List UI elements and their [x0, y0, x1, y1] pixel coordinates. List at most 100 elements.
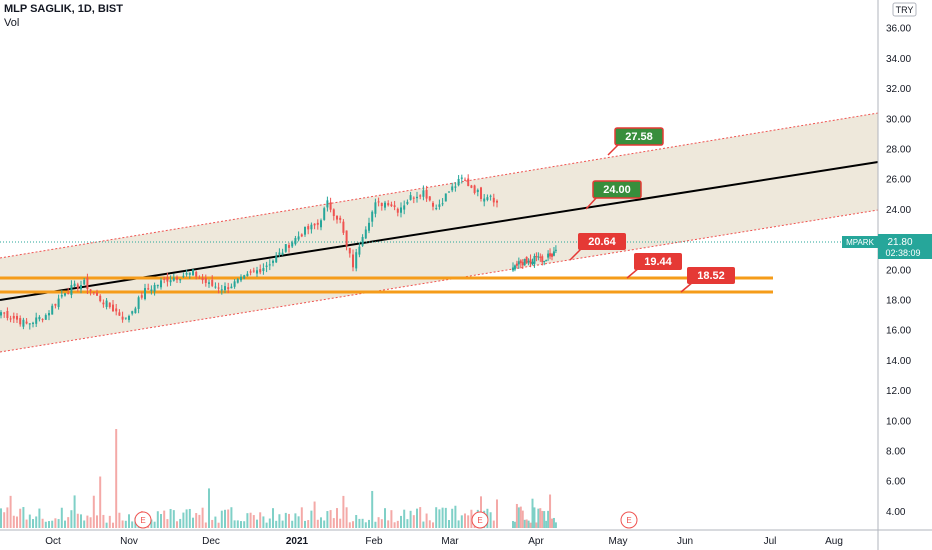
volume-bar	[176, 521, 178, 528]
volume-bar	[182, 512, 185, 528]
y-tick-label: 8.00	[886, 447, 906, 458]
candle-body	[6, 310, 9, 319]
volume-bar	[220, 510, 223, 528]
volume-bar	[313, 501, 316, 528]
candle-body	[409, 195, 412, 200]
volume-bar	[262, 516, 265, 528]
candle-body	[272, 260, 274, 263]
price-axis[interactable]	[878, 0, 932, 550]
volume-bar	[204, 522, 207, 528]
candle-body	[323, 208, 326, 220]
volume-bar	[496, 499, 498, 528]
candle-body	[137, 297, 140, 309]
x-tick-label: Apr	[528, 536, 544, 547]
candle-body	[54, 303, 57, 306]
candle-body	[163, 278, 166, 280]
volume-bar	[457, 520, 460, 528]
candle-body	[102, 302, 105, 305]
x-axis-ticks[interactable]: Oct Nov Dec 2021 Feb Mar Apr May Jun Jul Aug	[45, 536, 843, 547]
y-tick-label: 16.00	[886, 326, 911, 337]
x-tick-label: Mar	[441, 536, 459, 547]
price-tag-countdown: 02:38:09	[885, 248, 920, 258]
candle-body	[529, 259, 532, 264]
candle-body	[549, 253, 552, 257]
earnings-marker-1[interactable]	[134, 511, 152, 529]
volume-bar	[380, 519, 383, 528]
candle-body	[552, 251, 555, 256]
candle-body	[361, 237, 364, 246]
candle-body	[147, 288, 150, 290]
volume-bar	[537, 508, 540, 528]
candle-body	[515, 263, 518, 266]
volume-bar	[428, 520, 431, 528]
candle-body	[144, 288, 146, 300]
candle-body	[403, 205, 406, 210]
volume-bar	[396, 520, 399, 528]
volume-bar	[358, 518, 361, 528]
candle-body	[396, 208, 399, 213]
volume-bar	[549, 494, 552, 528]
candle-body	[307, 226, 310, 230]
candlestick-series	[0, 174, 557, 330]
earnings-marker-3[interactable]	[620, 511, 638, 529]
volume-bar	[150, 519, 153, 528]
volume-bar	[554, 522, 557, 528]
volume-bar	[217, 522, 220, 528]
candle-body	[339, 217, 342, 220]
candle-body	[329, 202, 332, 210]
candle-body	[444, 193, 447, 202]
candle-body	[92, 292, 95, 294]
earnings-marker-2[interactable]	[471, 511, 489, 529]
candle-body	[249, 271, 252, 273]
candle-body	[390, 204, 393, 207]
candle-body	[441, 203, 444, 205]
callout-1852[interactable]: 18.52	[680, 267, 735, 293]
volume-bar	[115, 429, 118, 528]
candle-body	[387, 203, 390, 206]
volume-bar	[435, 507, 438, 528]
volume-bar	[0, 508, 2, 528]
candle-body	[523, 258, 526, 266]
volume-bar	[519, 506, 522, 528]
callout-2064[interactable]: 20.64	[569, 233, 626, 261]
volume-bar	[400, 515, 402, 528]
callout-2400[interactable]: 24.00	[585, 180, 642, 210]
callout-2758[interactable]: 27.58	[607, 127, 664, 156]
candle-body	[182, 275, 185, 277]
candle-body	[416, 196, 418, 199]
candle-body	[105, 300, 108, 307]
currency-button[interactable]: TRY	[892, 2, 917, 17]
candle-body	[268, 264, 271, 266]
volume-bar	[470, 509, 473, 528]
candle-body	[70, 285, 73, 295]
candle-body	[406, 201, 409, 204]
candle-body	[128, 315, 130, 320]
candle-body	[483, 198, 486, 202]
volume-bar	[38, 508, 41, 528]
candle-body	[198, 277, 201, 279]
callout-1944[interactable]: 19.44	[626, 253, 682, 279]
volume-bar	[249, 512, 252, 528]
candle-body	[551, 253, 553, 257]
volume-bar	[464, 513, 466, 528]
candle-body	[448, 191, 450, 193]
candle-body	[118, 312, 121, 316]
volume-bar	[128, 514, 130, 528]
candle-body	[153, 284, 156, 292]
y-tick-label: 18.00	[886, 296, 911, 307]
y-tick-label: 24.00	[886, 205, 911, 216]
volume-bar	[355, 514, 358, 528]
volume-bar	[268, 518, 271, 528]
candle-body	[377, 201, 380, 203]
volume-bar	[108, 515, 111, 528]
volume-bar	[252, 515, 255, 528]
y-tick-label: 34.00	[886, 54, 911, 65]
candle-body	[60, 295, 63, 297]
candle-body	[332, 209, 335, 217]
candle-body	[473, 185, 476, 193]
volume-bar	[412, 515, 415, 528]
volume-bar	[60, 507, 63, 528]
candle-body	[288, 245, 290, 248]
candle-body	[291, 242, 294, 247]
